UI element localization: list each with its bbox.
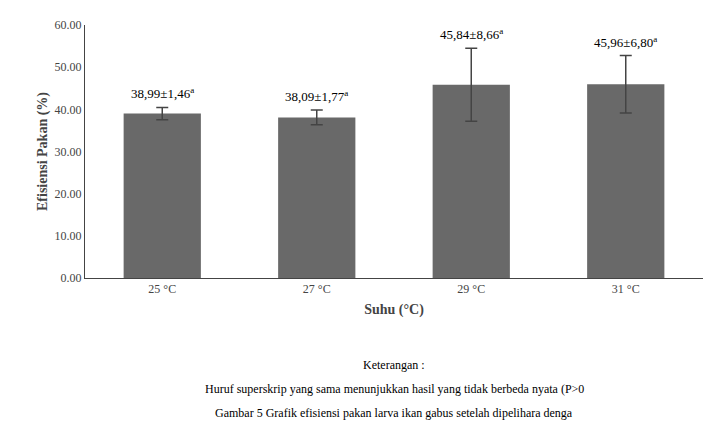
svg-text:38,09±1,77​a​: 38,09±1,77​a​ <box>285 88 348 104</box>
svg-text:20.00: 20.00 <box>55 187 82 201</box>
svg-text:10.00: 10.00 <box>55 229 82 243</box>
svg-text:60.00: 60.00 <box>55 18 82 32</box>
svg-text:31 °C: 31 °C <box>612 282 640 296</box>
svg-text:38,99±1,46​a​: 38,99±1,46​a​ <box>131 85 194 101</box>
svg-text:45,84±8,66​a​: 45,84±8,66​a​ <box>440 26 503 42</box>
svg-text:25 °C: 25 °C <box>148 282 176 296</box>
svg-text:Keterangan :: Keterangan : <box>363 358 425 372</box>
svg-text:Suhu (°C): Suhu (°C) <box>364 302 424 318</box>
svg-text:0.00: 0.00 <box>61 271 82 285</box>
svg-text:Huruf superskrip yang sama men: Huruf superskrip yang sama menunjukkan h… <box>205 382 584 396</box>
svg-text:27 °C: 27 °C <box>303 282 331 296</box>
svg-text:30.00: 30.00 <box>55 145 82 159</box>
svg-text:29 °C: 29 °C <box>457 282 485 296</box>
svg-text:Efisiensi Pakan (%): Efisiensi Pakan (%) <box>35 92 51 211</box>
svg-text:50.00: 50.00 <box>55 60 82 74</box>
svg-text:40.00: 40.00 <box>55 103 82 117</box>
svg-text:Gambar 5 Grafik efisiensi paka: Gambar 5 Grafik efisiensi pakan larva ik… <box>215 406 573 420</box>
svg-text:45,96±6,80​a​: 45,96±6,80​a​ <box>594 34 657 50</box>
